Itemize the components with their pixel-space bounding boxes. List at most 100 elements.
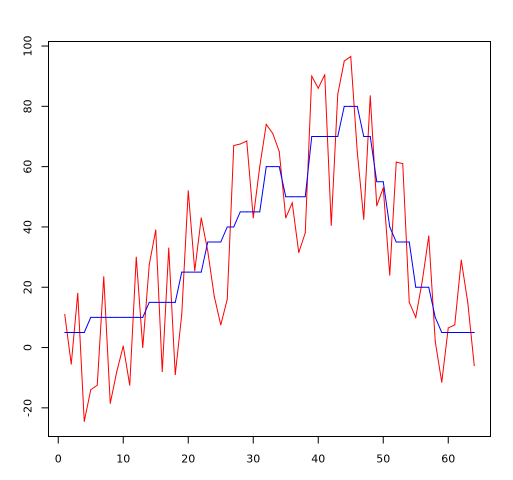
data-point (330, 135, 332, 137)
data-point (467, 301, 469, 303)
data-point (187, 271, 189, 273)
data-point (246, 211, 248, 213)
data-point (90, 316, 92, 318)
data-point (350, 56, 352, 58)
data-point (304, 232, 306, 234)
data-point (395, 241, 397, 243)
data-point (252, 211, 254, 213)
data-point (460, 259, 462, 261)
data-point (122, 345, 124, 347)
data-point (324, 135, 326, 137)
data-point (337, 93, 339, 95)
data-point (324, 74, 326, 76)
data-point (181, 313, 183, 315)
series-line (64, 55, 475, 422)
data-point (382, 181, 384, 183)
data-point (83, 331, 85, 333)
x-tick-label: 60 (441, 453, 455, 466)
data-point (311, 135, 313, 137)
data-point (408, 301, 410, 303)
data-point (467, 331, 469, 333)
data-point (337, 135, 339, 137)
x-tick-label: 40 (311, 453, 325, 466)
data-point (369, 135, 371, 137)
data-point (272, 132, 274, 134)
data-point (233, 145, 235, 147)
data-point (454, 324, 456, 326)
data-point (408, 241, 410, 243)
data-point (428, 235, 430, 237)
data-point (278, 166, 280, 168)
data-point (311, 75, 313, 77)
data-point (155, 301, 157, 303)
data-point (213, 295, 215, 297)
data-point (317, 135, 319, 137)
data-point (161, 301, 163, 303)
data-point (174, 301, 176, 303)
x-axis: 0 10 20 30 40 50 60 (55, 436, 455, 466)
data-point (291, 196, 293, 198)
data-point (473, 365, 475, 367)
data-point (434, 341, 436, 343)
data-point (239, 211, 241, 213)
series-1 (64, 55, 475, 422)
data-point (168, 247, 170, 249)
data-point (168, 301, 170, 303)
data-point (460, 331, 462, 333)
series-2 (64, 105, 475, 333)
y-tick-label: 60 (22, 160, 35, 174)
data-point (363, 135, 365, 137)
data-point (298, 252, 300, 254)
data-point (304, 196, 306, 198)
data-point (64, 313, 66, 315)
data-point (109, 402, 111, 404)
data-point (395, 161, 397, 163)
data-point (363, 218, 365, 220)
data-point (129, 384, 131, 386)
data-point (220, 241, 222, 243)
x-tick-label: 30 (246, 453, 260, 466)
data-point (376, 181, 378, 183)
data-point (122, 316, 124, 318)
data-point (298, 196, 300, 198)
x-tick-label: 20 (181, 453, 195, 466)
data-point (96, 384, 98, 386)
data-point (415, 286, 417, 288)
data-point (285, 196, 287, 198)
data-point (350, 105, 352, 107)
data-point (447, 331, 449, 333)
data-point (272, 166, 274, 168)
data-point (382, 187, 384, 189)
x-tick-label: 50 (376, 453, 390, 466)
data-point (64, 331, 66, 333)
data-point (376, 205, 378, 207)
data-point (142, 316, 144, 318)
y-tick-label: 0 (22, 344, 35, 351)
data-point (187, 190, 189, 192)
y-tick-label: 40 (22, 220, 35, 234)
plot-frame (48, 41, 491, 437)
y-axis: -20 0 20 40 60 80 100 (22, 36, 49, 417)
data-point (135, 316, 137, 318)
data-point (226, 226, 228, 228)
data-point (265, 123, 267, 125)
data-point (434, 316, 436, 318)
data-point (389, 226, 391, 228)
y-tick-label: -20 (22, 399, 35, 417)
data-point (96, 316, 98, 318)
data-point (161, 371, 163, 373)
data-point (421, 280, 423, 282)
data-point (83, 420, 85, 422)
data-point (109, 316, 111, 318)
data-point (77, 292, 79, 294)
series-layer (64, 55, 475, 422)
data-point (181, 271, 183, 273)
data-point (77, 331, 79, 333)
data-point (129, 316, 131, 318)
data-point (200, 217, 202, 219)
data-point (200, 271, 202, 273)
data-point (356, 105, 358, 107)
y-tick-label: 20 (22, 280, 35, 294)
data-point (454, 331, 456, 333)
data-point (226, 298, 228, 300)
